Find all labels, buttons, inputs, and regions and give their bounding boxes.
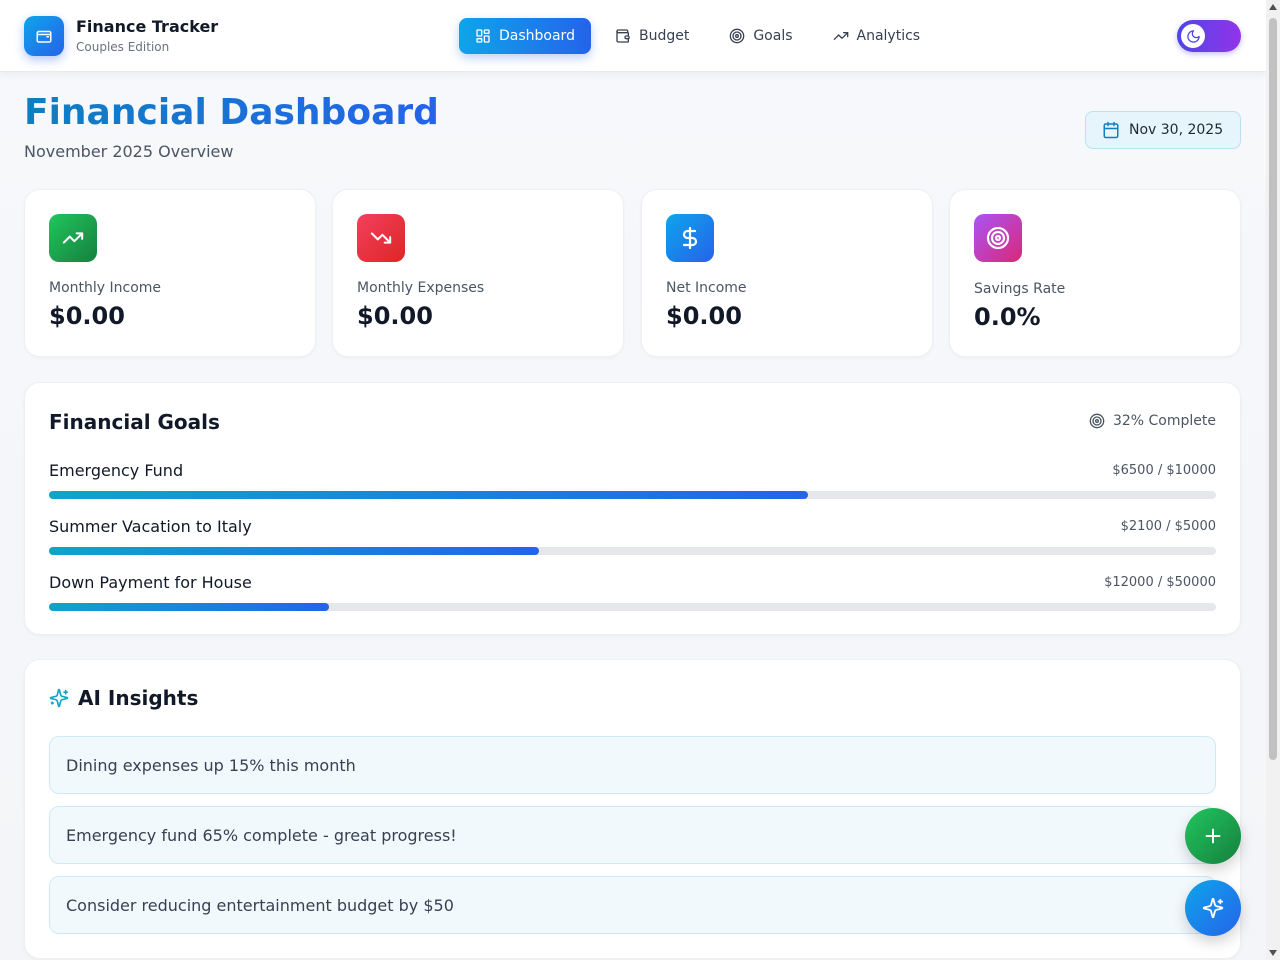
ai-assistant-button[interactable] (1185, 880, 1241, 936)
trending-up-icon (833, 31, 848, 40)
page-scrollbar[interactable] (1266, 0, 1280, 960)
goal-amount: $6500 / $10000 (1112, 463, 1216, 478)
stat-value: $0.00 (357, 302, 433, 330)
stat-value: $0.00 (666, 302, 742, 330)
nav-dashboard-label: Dashboard (499, 28, 575, 44)
date-label: Nov 30, 2025 (1129, 122, 1224, 138)
financial-goals-card: Financial Goals 32% Complete Emergency F… (24, 382, 1241, 635)
app-subtitle: Couples Edition (76, 40, 170, 54)
nav-budget-label: Budget (638, 28, 690, 44)
goal-name: Emergency Fund (49, 461, 184, 480)
insight-item[interactable]: Dining expenses up 15% this month (49, 736, 1216, 794)
ai-insights-card: AI Insights Dining expenses up 15% this … (24, 659, 1241, 959)
date-selector[interactable]: Nov 30, 2025 (1085, 111, 1241, 149)
trending-down-icon (357, 214, 405, 262)
goal-name: Summer Vacation to Italy (49, 517, 252, 536)
goal-progress-track (49, 603, 1216, 611)
sparkles-icon (49, 688, 69, 712)
target-icon (974, 214, 1022, 262)
scrollbar-thumb[interactable] (1269, 18, 1277, 760)
stat-card-expenses: Monthly Expenses $0.00 (332, 189, 624, 357)
stat-label: Net Income (666, 280, 747, 296)
goal-name: Down Payment for House (49, 573, 252, 592)
insight-item[interactable]: Emergency fund 65% complete - great prog… (49, 806, 1216, 864)
nav-budget[interactable]: Budget (599, 18, 705, 54)
goals-title: Financial Goals (49, 410, 220, 434)
goal-progress-track (49, 547, 1216, 555)
dollar-icon (666, 214, 714, 262)
nav-goals[interactable]: Goals (713, 18, 808, 54)
stat-card-savings-rate: Savings Rate 0.0% (949, 189, 1241, 357)
moon-icon (1181, 24, 1205, 48)
add-transaction-button[interactable] (1185, 808, 1241, 864)
plus-icon (1205, 828, 1221, 844)
goal-progress-track (49, 491, 1216, 499)
stat-label: Monthly Expenses (357, 280, 485, 296)
top-navigation-bar: Finance Tracker Couples Edition Dashboar… (0, 0, 1266, 72)
goal-progress-fill (49, 603, 330, 611)
app-title: Finance Tracker (76, 17, 219, 36)
goals-complete-badge: 32% Complete (1089, 413, 1216, 429)
stat-value: $0.00 (49, 302, 125, 330)
calendar-icon (1103, 121, 1119, 139)
nav-goals-label: Goals (753, 28, 793, 44)
sparkles-icon (1202, 897, 1224, 919)
target-icon (729, 28, 745, 44)
target-icon (1089, 413, 1105, 429)
main-nav: Dashboard Budget Goals Analytics (459, 18, 944, 54)
insight-item[interactable]: Consider reducing entertainment budget b… (49, 876, 1216, 934)
stat-card-income: Monthly Income $0.00 (24, 189, 316, 357)
goals-complete-label: 32% Complete (1112, 413, 1216, 429)
dashboard-grid-icon (476, 29, 490, 43)
insights-title: AI Insights (78, 686, 199, 710)
goal-progress-fill (49, 547, 540, 555)
stat-value: 0.0% (974, 303, 1041, 331)
page-subtitle: November 2025 Overview (24, 142, 234, 161)
theme-toggle[interactable] (1177, 20, 1241, 52)
wallet-icon (616, 29, 630, 43)
goal-amount: $12000 / $50000 (1104, 575, 1216, 590)
trending-up-icon (49, 214, 97, 262)
wallet-icon[interactable] (24, 16, 64, 56)
stat-card-net-income: Net Income $0.00 (641, 189, 933, 357)
nav-analytics[interactable]: Analytics (817, 18, 937, 54)
scroll-down-arrow-icon[interactable] (1269, 950, 1277, 956)
goal-progress-fill (49, 491, 808, 499)
page-title: Financial Dashboard (24, 92, 439, 133)
scroll-up-arrow-icon[interactable] (1269, 4, 1277, 10)
goal-amount: $2100 / $5000 (1120, 519, 1216, 534)
nav-analytics-label: Analytics (856, 28, 921, 44)
stat-label: Savings Rate (974, 281, 1066, 297)
stat-label: Monthly Income (49, 280, 162, 296)
nav-dashboard[interactable]: Dashboard (459, 18, 591, 54)
